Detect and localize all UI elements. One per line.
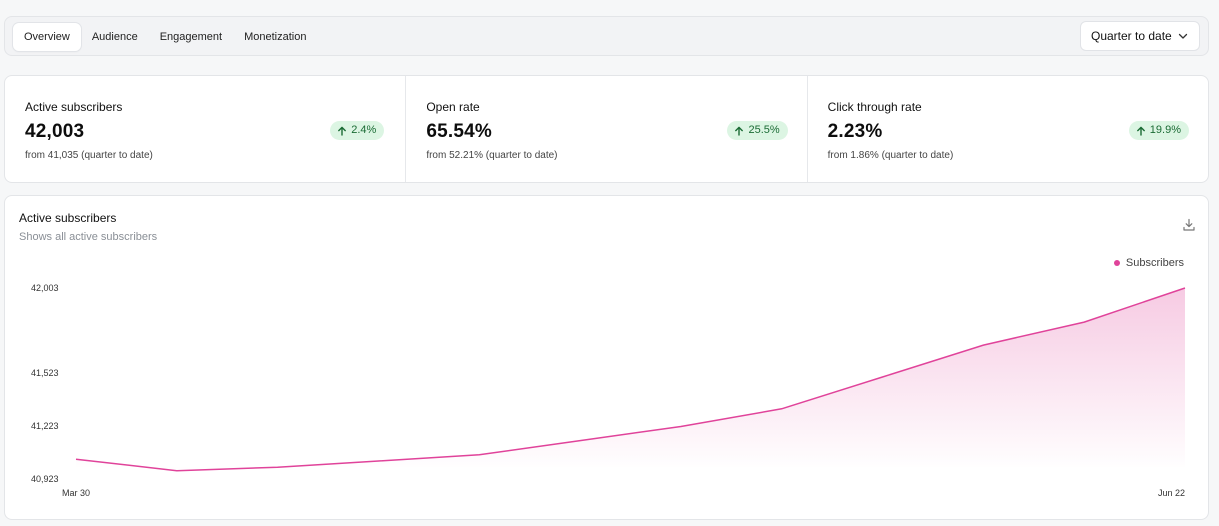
date-range-value: Quarter to date	[1091, 29, 1172, 43]
chevron-down-icon	[1178, 33, 1188, 39]
kpi-label: Active subscribers	[25, 100, 123, 114]
kpi-row: Active subscribers 42,003 from 41,035 (q…	[4, 75, 1209, 183]
tab-list: Overview Audience Engagement Monetizatio…	[13, 23, 317, 51]
subscribers-chart: 40,923 41,223 41,523 42,003 Mar 30 Jun 22	[31, 283, 1186, 498]
legend-dot	[1113, 260, 1120, 266]
chart-legend: Subscribers	[1113, 257, 1184, 269]
kpi-open-rate: Open rate 65.54% from 52.21% (quarter to…	[406, 76, 808, 182]
x-tick-label: Jun 22	[1158, 488, 1185, 498]
y-tick-label: 42,003	[31, 283, 59, 293]
kpi-value: 2.23%	[827, 121, 883, 142]
tab-monetization[interactable]: Monetization	[244, 31, 307, 43]
series-area	[76, 288, 1185, 471]
y-tick-label: 40,923	[31, 474, 59, 484]
y-tick-label: 41,223	[31, 421, 59, 431]
series-line	[75, 287, 1186, 472]
chart-subtitle: Shows all active subscribers	[19, 231, 158, 243]
arrow-up-icon	[338, 126, 347, 136]
kpi-active-subscribers: Active subscribers 42,003 from 41,035 (q…	[5, 76, 407, 182]
change-badge: 2.4%	[330, 121, 385, 140]
change-badge: 19.9%	[1128, 121, 1189, 140]
kpi-comparison: from 1.86% (quarter to date)	[827, 150, 954, 161]
kpi-value: 65.54%	[426, 121, 492, 142]
tab-engagement[interactable]: Engagement	[159, 31, 223, 43]
change-value: 19.9%	[1149, 124, 1181, 136]
y-tick-label: 41,523	[31, 368, 59, 378]
x-tick-label: Mar 30	[62, 488, 90, 498]
chart-title: Active subscribers	[19, 211, 117, 225]
kpi-label: Open rate	[426, 100, 480, 114]
tab-audience[interactable]: Audience	[91, 31, 138, 43]
arrow-up-icon	[735, 126, 744, 136]
kpi-value: 42,003	[25, 121, 85, 142]
kpi-comparison: from 41,035 (quarter to date)	[25, 150, 153, 161]
kpi-label: Click through rate	[827, 100, 922, 114]
legend-label: Subscribers	[1125, 257, 1184, 269]
download-icon[interactable]	[1182, 218, 1196, 232]
kpi-click-through-rate: Click through rate 2.23% from 1.86% (qua…	[808, 76, 1208, 182]
tab-bar: Overview Audience Engagement Monetizatio…	[4, 16, 1209, 56]
arrow-up-icon	[1136, 126, 1145, 136]
tab-overview[interactable]: Overview	[13, 23, 81, 51]
change-value: 25.5%	[748, 124, 780, 136]
kpi-comparison: from 52.21% (quarter to date)	[426, 150, 558, 161]
date-range-select[interactable]: Quarter to date	[1080, 21, 1200, 51]
change-badge: 25.5%	[727, 121, 788, 140]
change-value: 2.4%	[351, 124, 377, 136]
subscribers-chart-card: Active subscribers Shows all active subs…	[4, 195, 1209, 520]
